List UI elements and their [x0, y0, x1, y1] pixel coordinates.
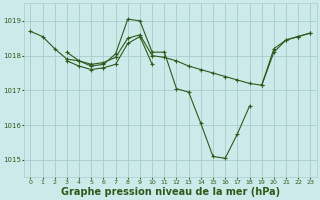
- X-axis label: Graphe pression niveau de la mer (hPa): Graphe pression niveau de la mer (hPa): [61, 187, 280, 197]
